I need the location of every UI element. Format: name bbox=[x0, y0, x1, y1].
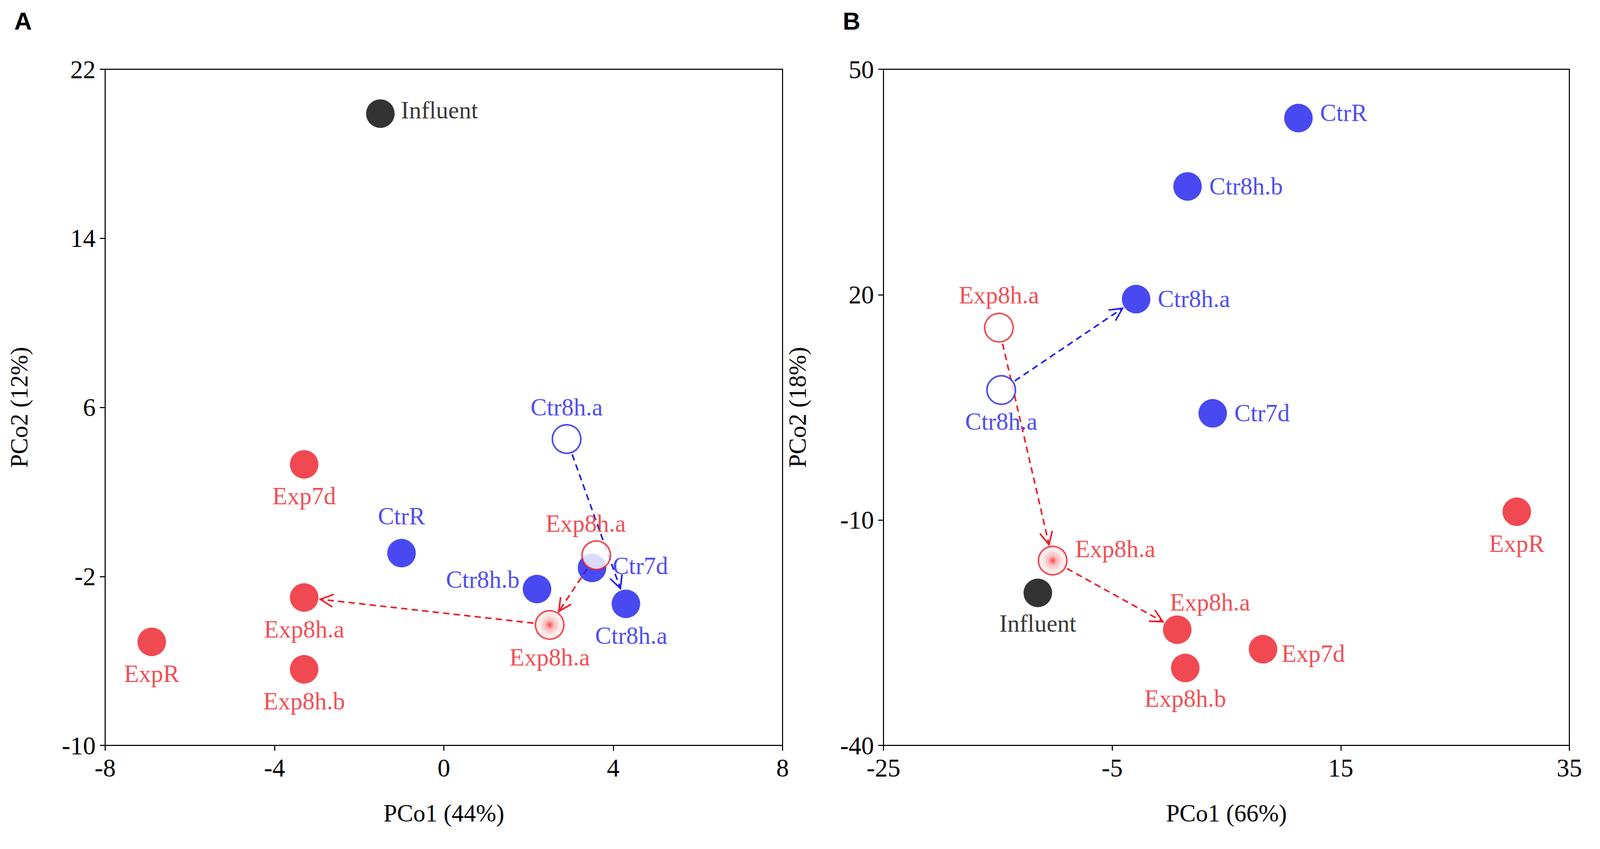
svg-text:Ctr7d: Ctr7d bbox=[1234, 399, 1290, 427]
svg-text:-25: -25 bbox=[866, 753, 901, 782]
svg-text:0: 0 bbox=[437, 753, 451, 782]
svg-text:Exp8h.b: Exp8h.b bbox=[263, 687, 346, 715]
svg-text:22: 22 bbox=[70, 55, 96, 84]
svg-text:Ctr7d: Ctr7d bbox=[612, 552, 668, 580]
svg-text:4: 4 bbox=[607, 753, 620, 782]
svg-text:ExpR: ExpR bbox=[124, 659, 180, 687]
svg-text:-8: -8 bbox=[94, 753, 116, 782]
svg-text:Exp8h.b: Exp8h.b bbox=[1144, 684, 1227, 712]
svg-text:-10: -10 bbox=[840, 505, 874, 534]
svg-text:-4: -4 bbox=[264, 753, 286, 782]
svg-text:A: A bbox=[14, 7, 32, 35]
svg-text:35: 35 bbox=[1556, 753, 1583, 782]
svg-text:Exp8h.a: Exp8h.a bbox=[509, 643, 590, 671]
svg-text:-40: -40 bbox=[840, 731, 874, 760]
svg-text:20: 20 bbox=[848, 280, 874, 309]
svg-text:-10: -10 bbox=[61, 731, 96, 760]
svg-text:Exp7d: Exp7d bbox=[1281, 639, 1345, 667]
svg-text:50: 50 bbox=[848, 55, 874, 84]
svg-text:Ctr8h.a: Ctr8h.a bbox=[964, 407, 1038, 435]
svg-text:Exp8h.a: Exp8h.a bbox=[1169, 588, 1251, 616]
svg-text:15: 15 bbox=[1327, 753, 1354, 782]
svg-text:8: 8 bbox=[776, 753, 789, 782]
svg-text:PCo1 (44%): PCo1 (44%) bbox=[383, 799, 505, 827]
svg-text:PCo1 (66%): PCo1 (66%) bbox=[1166, 799, 1288, 827]
svg-text:-2: -2 bbox=[74, 562, 96, 591]
svg-text:CtrR: CtrR bbox=[377, 502, 426, 530]
svg-text:Exp8h.a: Exp8h.a bbox=[1075, 535, 1156, 563]
svg-text:14: 14 bbox=[70, 224, 96, 253]
svg-text:Ctr8h.a: Ctr8h.a bbox=[594, 621, 668, 649]
svg-text:ExpR: ExpR bbox=[1489, 529, 1545, 557]
svg-text:PCo2 (12%): PCo2 (12%) bbox=[5, 346, 33, 468]
svg-text:Exp7d: Exp7d bbox=[272, 482, 337, 510]
svg-text:Exp8h.a: Exp8h.a bbox=[264, 615, 345, 643]
svg-text:Ctr8h.b: Ctr8h.b bbox=[1208, 172, 1283, 200]
svg-text:Ctr8h.a: Ctr8h.a bbox=[1157, 285, 1231, 313]
svg-text:-5: -5 bbox=[1101, 753, 1123, 782]
svg-text:Influent: Influent bbox=[401, 96, 479, 124]
svg-text:PCo2 (18%): PCo2 (18%) bbox=[784, 346, 812, 468]
svg-text:Exp8h.a: Exp8h.a bbox=[958, 281, 1039, 309]
svg-text:Exp8h.a: Exp8h.a bbox=[545, 509, 626, 537]
svg-text:Ctr8h.b: Ctr8h.b bbox=[445, 565, 520, 593]
svg-text:Influent: Influent bbox=[999, 609, 1077, 637]
svg-text:Ctr8h.a: Ctr8h.a bbox=[530, 393, 603, 421]
svg-text:CtrR: CtrR bbox=[1319, 99, 1368, 127]
svg-text:B: B bbox=[842, 7, 861, 35]
svg-text:6: 6 bbox=[82, 393, 96, 422]
